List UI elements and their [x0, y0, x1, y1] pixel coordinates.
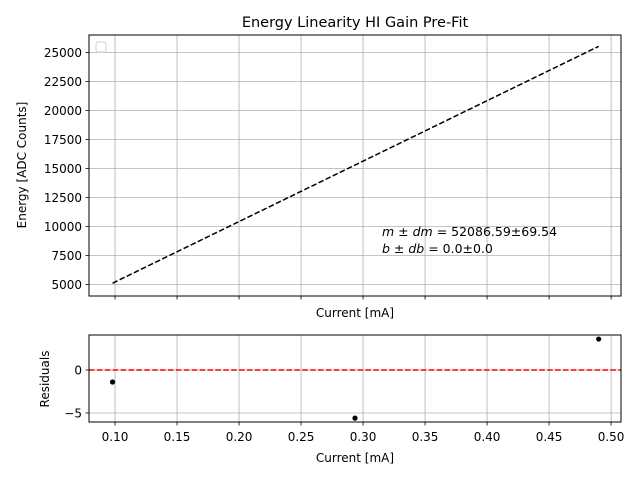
bottom-x-tick-label: 0.35 — [412, 430, 439, 444]
bottom-x-tick-label: 0.25 — [288, 430, 315, 444]
bottom-x-tick-label: 0.20 — [226, 430, 253, 444]
annotation-slope-label: m ± dm — [382, 224, 433, 239]
annotation-slope: m ± dm = 52086.59±69.54 — [382, 224, 557, 239]
annotation-intercept-label: b ± db — [382, 241, 424, 256]
top-y-tick-label: 17500 — [44, 133, 82, 147]
bottom-x-tick-label: 0.15 — [164, 430, 191, 444]
bottom-x-tick-label: 0.45 — [536, 430, 563, 444]
top-y-tick-label: 20000 — [44, 104, 82, 118]
top-grid — [89, 35, 621, 296]
top-y-tick-label: 22500 — [44, 75, 82, 89]
bottom-series — [89, 336, 621, 421]
bottom-x-tick-label: 0.10 — [102, 430, 129, 444]
residual-point — [596, 336, 602, 342]
top-y-tick-label: 7500 — [51, 249, 82, 263]
legend-box — [95, 41, 107, 53]
annotation-slope-value: = 52086.59±69.54 — [433, 224, 557, 239]
top-y-tick-label: 25000 — [44, 46, 82, 60]
top-y-tick-label: 5000 — [51, 278, 82, 292]
top-axes-frame — [88, 34, 622, 297]
top-ticks: 5000 7500 10000 12500 15000 17500 20000 22500 25… — [44, 46, 612, 300]
bottom-y-tick-label: 0 — [74, 363, 82, 377]
top-y-axis-label: Energy [ADC Counts] — [15, 102, 29, 229]
top-y-tick-label: 15000 — [44, 162, 82, 176]
bottom-y-tick-label: −5 — [64, 406, 82, 420]
bottom-axes-frame — [88, 334, 622, 423]
energy-plot: Energy Linearity HI Gain Pre-Fit 5000 750… — [15, 15, 622, 320]
residuals-plot: 0.10 0.15 0.20 0.25 0.30 0.35 0.40 0.45 0.500−5 … — [38, 334, 624, 465]
chart-title: Energy Linearity HI Gain Pre-Fit — [242, 15, 469, 31]
annotation-intercept-value: = 0.0±0.0 — [424, 241, 493, 256]
residual-point — [109, 379, 116, 385]
bottom-x-tick-label: 0.40 — [474, 430, 501, 444]
bottom-x-tick-label: 0.30 — [350, 430, 377, 444]
bottom-y-axis-label: Residuals — [38, 351, 52, 408]
residual-point — [352, 415, 358, 421]
top-y-tick-label: 12500 — [44, 191, 82, 205]
annotation-intercept: b ± db = 0.0±0.0 — [382, 241, 493, 256]
bottom-x-axis-label: Current [mA] — [316, 451, 394, 465]
top-x-axis-label: Current [mA] — [316, 306, 394, 320]
bottom-ticks: 0.10 0.15 0.20 0.25 0.30 0.35 0.40 0.45 0.50 0 −5 — [64, 363, 624, 444]
top-y-tick-label: 10000 — [44, 220, 82, 234]
bottom-x-tick-label: 0.50 — [598, 430, 625, 444]
fit-line — [112, 45, 600, 284]
top-series — [112, 45, 600, 284]
